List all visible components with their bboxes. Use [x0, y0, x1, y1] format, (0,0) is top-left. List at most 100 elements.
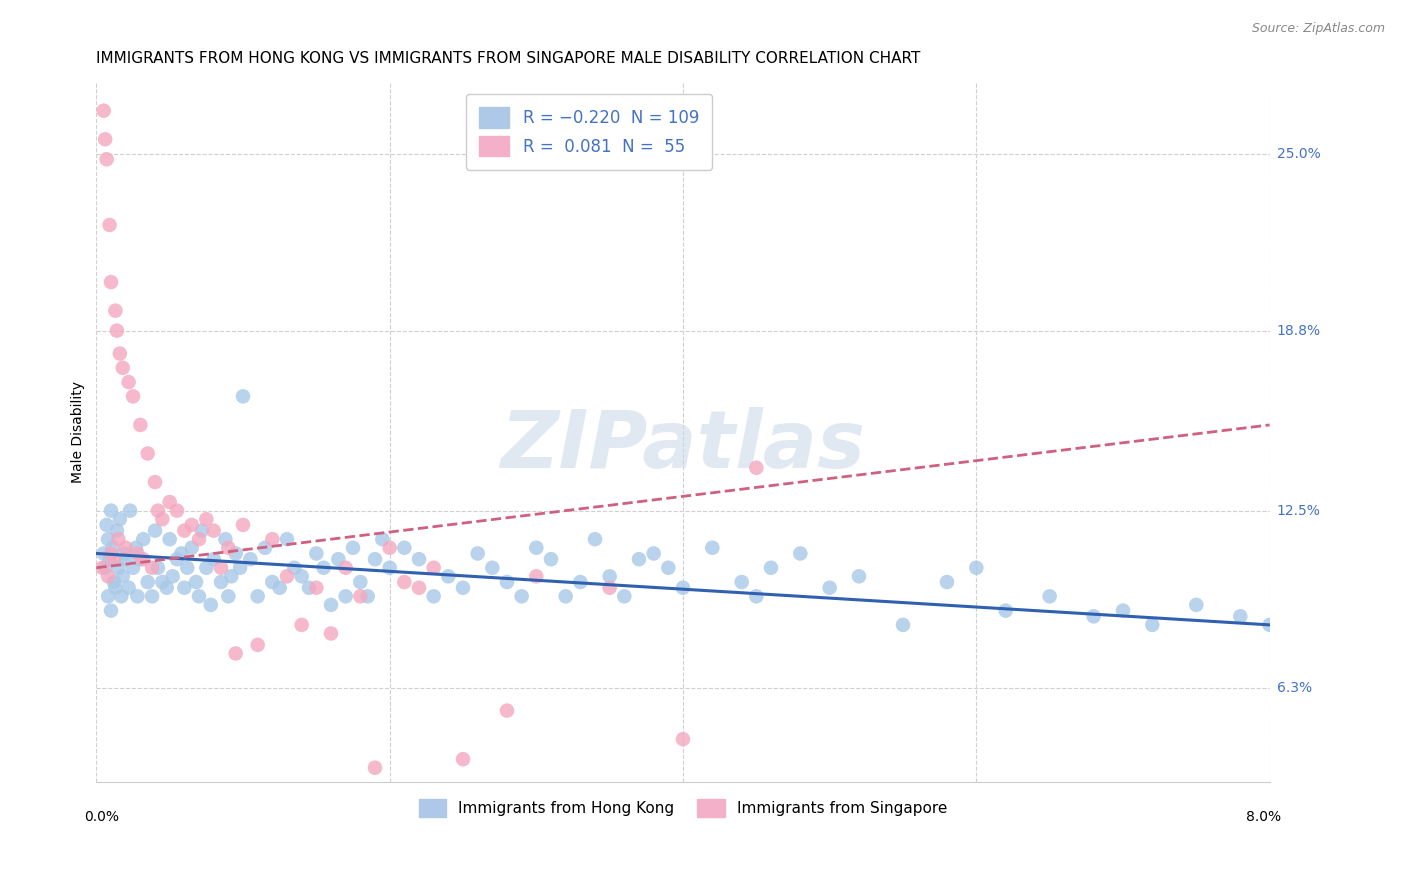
Point [98, 218, 121, 232]
Point [91, 560, 114, 574]
Point [554, 590, 576, 604]
Point [627, 552, 650, 566]
Point [759, 560, 782, 574]
Point [1083, 609, 1105, 624]
Point [657, 560, 679, 574]
Point [136, 575, 159, 590]
Point [150, 512, 173, 526]
Text: ZIPatlas: ZIPatlas [501, 407, 866, 485]
Point [364, 761, 387, 775]
Point [93, 103, 115, 118]
Point [672, 581, 695, 595]
Point [195, 560, 218, 574]
Point [141, 590, 163, 604]
Point [965, 560, 987, 574]
Point [110, 590, 132, 604]
Point [789, 546, 811, 560]
Point [225, 647, 247, 661]
Point [96, 153, 118, 167]
Point [100, 546, 122, 560]
Point [214, 532, 236, 546]
Point [262, 532, 284, 546]
Point [496, 704, 519, 718]
Point [643, 546, 665, 560]
Text: 8.0%: 8.0% [1246, 810, 1281, 824]
Point [117, 375, 139, 389]
Point [166, 552, 188, 566]
Point [184, 575, 207, 590]
Point [569, 575, 592, 590]
Point [166, 503, 188, 517]
Point [107, 560, 129, 574]
Point [143, 475, 166, 489]
Point [209, 560, 232, 574]
Point [371, 532, 394, 546]
Point [180, 517, 202, 532]
Point [93, 546, 115, 560]
Point [209, 575, 232, 590]
Point [170, 546, 193, 560]
Point [159, 495, 181, 509]
Point [100, 503, 122, 517]
Point [1112, 604, 1135, 618]
Point [613, 590, 636, 604]
Point [188, 590, 211, 604]
Point [269, 581, 291, 595]
Point [437, 569, 460, 583]
Text: 0.0%: 0.0% [84, 810, 120, 824]
Point [111, 569, 134, 583]
Point [342, 541, 364, 555]
Point [745, 460, 768, 475]
Y-axis label: Male Disability: Male Disability [72, 381, 86, 483]
Point [96, 517, 118, 532]
Point [122, 560, 145, 574]
Point [305, 581, 328, 595]
Point [524, 541, 547, 555]
Point [225, 546, 247, 560]
Point [328, 552, 350, 566]
Point [122, 389, 145, 403]
Point [1258, 618, 1281, 632]
Point [146, 503, 169, 517]
Point [451, 581, 474, 595]
Point [103, 552, 125, 566]
Point [672, 732, 695, 747]
Point [146, 560, 169, 574]
Point [583, 532, 606, 546]
Point [422, 560, 444, 574]
Point [114, 541, 136, 555]
Point [108, 346, 131, 360]
Point [232, 389, 254, 403]
Point [451, 752, 474, 766]
Point [262, 575, 284, 590]
Point [1229, 609, 1251, 624]
Point [229, 560, 252, 574]
Point [818, 581, 841, 595]
Point [335, 590, 357, 604]
Point [114, 552, 136, 566]
Point [202, 552, 225, 566]
Point [127, 546, 149, 560]
Point [136, 446, 159, 460]
Point [111, 360, 134, 375]
Point [159, 532, 181, 546]
Text: IMMIGRANTS FROM HONG KONG VS IMMIGRANTS FROM SINGAPORE MALE DISABILITY CORRELATI: IMMIGRANTS FROM HONG KONG VS IMMIGRANTS … [97, 51, 921, 66]
Point [246, 638, 269, 652]
Point [524, 569, 547, 583]
Point [408, 581, 430, 595]
Point [239, 552, 262, 566]
Point [848, 569, 870, 583]
Point [195, 512, 218, 526]
Point [120, 503, 142, 517]
Point [217, 590, 239, 604]
Point [349, 590, 371, 604]
Point [319, 598, 342, 612]
Point [364, 552, 387, 566]
Point [100, 604, 122, 618]
Point [496, 575, 519, 590]
Point [117, 581, 139, 595]
Point [378, 560, 401, 574]
Point [97, 569, 120, 583]
Point [378, 541, 401, 555]
Point [101, 541, 124, 555]
